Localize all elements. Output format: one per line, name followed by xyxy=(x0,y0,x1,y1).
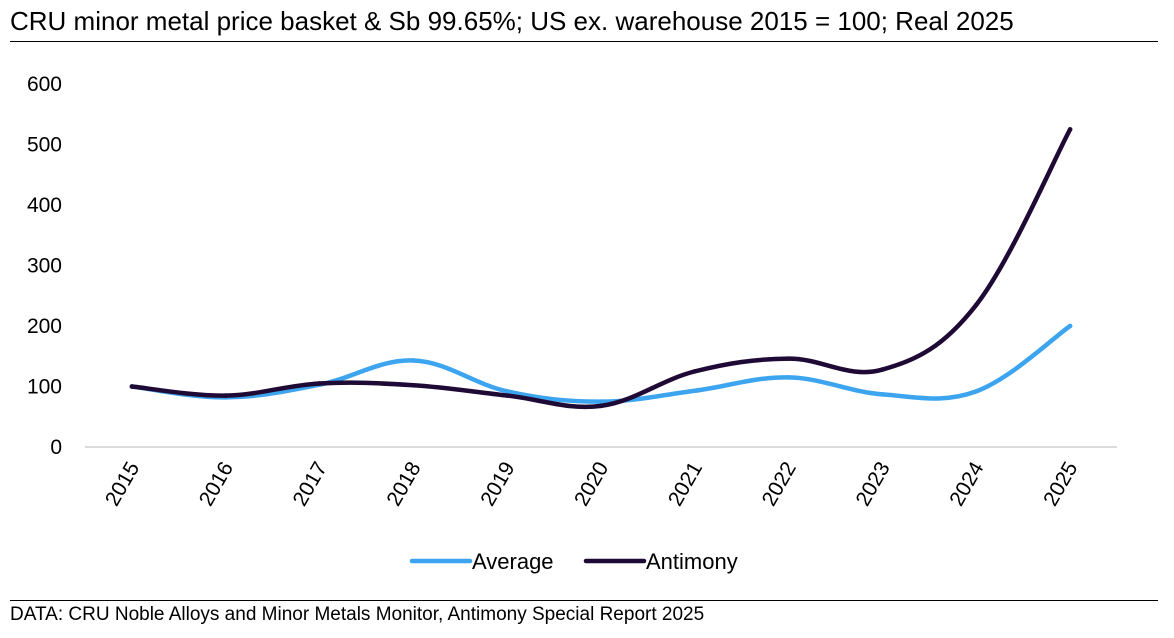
data-point-average xyxy=(504,389,510,394)
x-tick-label: 2016 xyxy=(195,458,238,510)
y-tick-label: 600 xyxy=(27,73,62,96)
x-tick-label: 2021 xyxy=(664,458,707,510)
data-point-antimony xyxy=(223,393,229,398)
series-line-antimony xyxy=(129,127,1073,410)
chart-title: CRU minor metal price basket & Sb 99.65%… xyxy=(10,6,1014,36)
data-point-average xyxy=(973,389,979,394)
source-note: DATA: CRU Noble Alloys and Minor Metals … xyxy=(10,604,705,625)
x-tick-label: 2018 xyxy=(382,458,425,510)
data-point-antimony xyxy=(973,302,979,308)
data-point-average xyxy=(1067,323,1073,329)
legend-label-antimony: Antimony xyxy=(646,549,738,574)
x-tick-label: 2019 xyxy=(476,458,519,510)
series-group xyxy=(129,127,1073,410)
legend-label-average: Average xyxy=(472,549,554,574)
data-point-average xyxy=(786,375,791,380)
x-tick-label: 2022 xyxy=(758,458,801,510)
line-chart: 0 100 200 300 400 500 600 2015 2016 2017 2018 2019… xyxy=(27,73,1117,574)
data-point-antimony xyxy=(786,356,791,361)
data-point-average xyxy=(692,388,698,394)
x-tick-label: 2023 xyxy=(852,458,895,510)
data-point-average xyxy=(598,399,604,404)
data-point-antimony xyxy=(692,369,698,374)
x-axis: 2015 2016 2017 2018 2019 2020 2021 2022 2023 2024… xyxy=(101,458,1082,510)
y-tick-label: 400 xyxy=(27,194,62,217)
data-point-antimony xyxy=(411,382,416,388)
x-tick-label: 2024 xyxy=(945,458,988,510)
title-divider xyxy=(10,41,1158,42)
data-point-average xyxy=(880,392,885,397)
y-tick-label: 0 xyxy=(50,436,62,459)
x-tick-label: 2015 xyxy=(101,458,144,510)
data-point-antimony xyxy=(1067,127,1073,132)
data-point-average xyxy=(411,358,416,363)
x-tick-label: 2017 xyxy=(289,458,332,510)
data-point-antimony xyxy=(504,393,510,398)
y-tick-label: 200 xyxy=(27,315,62,338)
data-point-antimony xyxy=(880,367,885,372)
y-tick-label: 500 xyxy=(27,134,62,157)
footer-divider xyxy=(10,600,1158,601)
data-point-antimony xyxy=(129,384,135,389)
y-tick-label: 100 xyxy=(27,376,62,399)
x-tick-label: 2025 xyxy=(1039,458,1082,510)
data-point-antimony xyxy=(317,381,322,386)
y-axis: 0 100 200 300 400 500 600 xyxy=(27,73,62,459)
legend: Average Antimony xyxy=(409,549,738,574)
y-tick-label: 300 xyxy=(27,255,62,278)
data-point-antimony xyxy=(598,403,604,409)
x-tick-label: 2020 xyxy=(570,458,613,510)
